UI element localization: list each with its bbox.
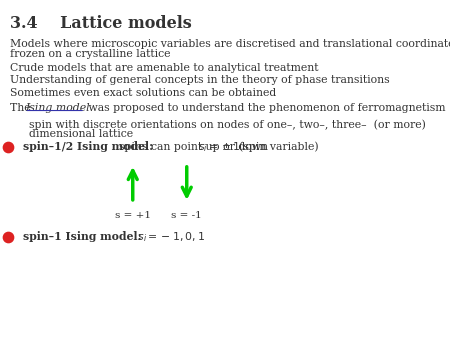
Text: $s_i = \pm 1$: $s_i = \pm 1$: [198, 140, 241, 153]
Text: Ising model: Ising model: [25, 103, 90, 113]
Text: was proposed to understand the phenomenon of ferromagnetism: was proposed to understand the phenomeno…: [85, 103, 445, 113]
Point: [4, 234, 12, 239]
Text: Sometimes even exact solutions can be obtained: Sometimes even exact solutions can be ob…: [10, 88, 276, 98]
Point: [4, 144, 12, 149]
Text: $s_i = -1, 0, 1$: $s_i = -1, 0, 1$: [127, 230, 205, 243]
Text: Understanding of general concepts in the theory of phase transitions: Understanding of general concepts in the…: [10, 75, 390, 85]
Text: spins can point up or down: spins can point up or down: [112, 142, 274, 152]
Text: frozen on a crystalline lattice: frozen on a crystalline lattice: [10, 49, 171, 59]
Text: spin–1 Ising model:: spin–1 Ising model:: [23, 231, 142, 242]
Text: Crude models that are amenable to analytical treatment: Crude models that are amenable to analyt…: [10, 63, 319, 73]
Text: s = +1: s = +1: [115, 211, 151, 220]
Text: spin–1/2 Ising model:: spin–1/2 Ising model:: [23, 141, 153, 152]
Text: s = -1: s = -1: [171, 211, 202, 220]
Text: 3.4    Lattice models: 3.4 Lattice models: [10, 15, 192, 32]
Text: (spin variable): (spin variable): [232, 141, 319, 152]
Text: spin with discrete orientations on nodes of one–, two–, three–  (or more): spin with discrete orientations on nodes…: [29, 119, 426, 129]
Text: Models where microscopic variables are discretised and translational coordinates: Models where microscopic variables are d…: [10, 39, 450, 49]
Text: dimensional lattice: dimensional lattice: [29, 129, 133, 140]
Text: The: The: [10, 103, 34, 113]
